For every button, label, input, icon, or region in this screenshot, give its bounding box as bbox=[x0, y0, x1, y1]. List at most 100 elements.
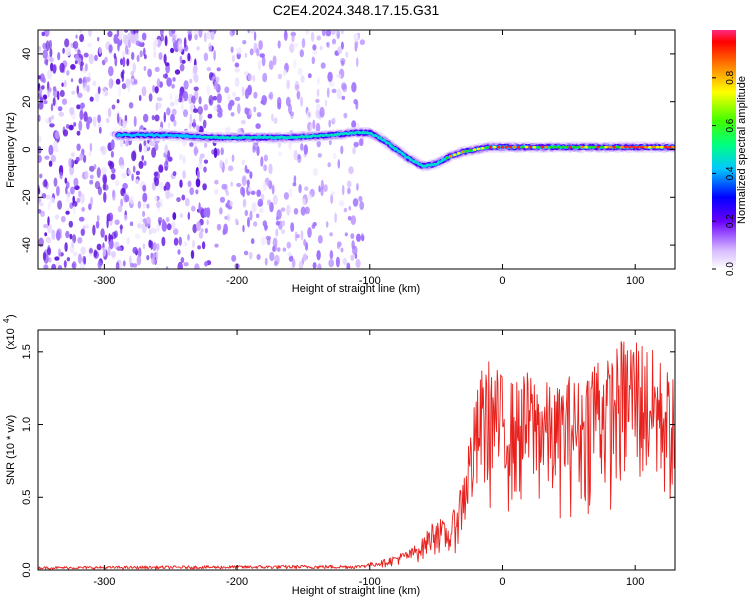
noise-blob bbox=[178, 236, 182, 246]
noise-blob bbox=[330, 194, 334, 204]
noise-blob bbox=[118, 30, 123, 37]
noise-blob bbox=[231, 54, 235, 63]
signal-core bbox=[671, 145, 675, 149]
noise-blob bbox=[196, 46, 200, 51]
noise-blob bbox=[162, 73, 168, 79]
noise-blob bbox=[132, 246, 138, 254]
noise-blob bbox=[307, 73, 312, 79]
noise-blob bbox=[183, 262, 189, 267]
noise-blob bbox=[144, 54, 147, 60]
noise-blob bbox=[343, 207, 348, 213]
noise-blob bbox=[103, 184, 109, 191]
noise-blob bbox=[125, 139, 130, 147]
noise-blob bbox=[94, 54, 98, 62]
noise-blob bbox=[142, 192, 148, 203]
noise-blob bbox=[79, 192, 85, 204]
signal-core bbox=[528, 145, 533, 149]
signal-core bbox=[452, 153, 457, 157]
noise-blob bbox=[41, 31, 46, 37]
noise-blob bbox=[198, 125, 204, 134]
snr-scale-label: (x10 4 ) bbox=[2, 314, 17, 349]
noise-blob bbox=[262, 220, 267, 227]
noise-blob bbox=[179, 63, 185, 72]
noise-blob bbox=[50, 154, 57, 163]
noise-blob bbox=[203, 166, 207, 173]
noise-blob bbox=[340, 30, 344, 35]
noise-blob bbox=[189, 78, 193, 84]
noise-blob bbox=[143, 66, 147, 71]
noise-blob bbox=[312, 119, 316, 130]
noise-blob bbox=[89, 179, 94, 185]
noise-blob bbox=[131, 173, 134, 182]
noise-blob bbox=[291, 31, 295, 43]
noise-blob bbox=[320, 62, 326, 69]
noise-blob bbox=[307, 227, 312, 238]
noise-blob bbox=[260, 100, 265, 105]
noise-blob bbox=[316, 88, 320, 97]
y-tick-label: 1.0 bbox=[21, 417, 33, 432]
noise-blob bbox=[326, 41, 331, 49]
noise-blob bbox=[38, 135, 42, 143]
noise-blob bbox=[107, 30, 113, 38]
noise-blob bbox=[116, 30, 120, 38]
noise-blob bbox=[77, 253, 82, 264]
noise-blob bbox=[288, 103, 292, 115]
noise-blob bbox=[38, 75, 41, 80]
noise-blob bbox=[312, 44, 317, 51]
noise-blob bbox=[289, 43, 295, 54]
noise-blob bbox=[135, 40, 141, 46]
noise-blob bbox=[315, 103, 321, 111]
noise-blob bbox=[280, 207, 286, 212]
noise-blob bbox=[193, 86, 199, 92]
noise-blob bbox=[174, 95, 180, 106]
signal-core bbox=[564, 145, 568, 149]
noise-blob bbox=[38, 237, 44, 248]
noise-blob bbox=[317, 77, 320, 85]
noise-blob bbox=[152, 84, 156, 93]
noise-blob bbox=[174, 69, 181, 75]
noise-blob bbox=[316, 140, 321, 148]
noise-blob bbox=[211, 76, 215, 82]
noise-blob bbox=[135, 179, 140, 184]
noise-blob bbox=[287, 252, 293, 257]
noise-blob bbox=[195, 124, 200, 132]
noise-blob bbox=[143, 139, 147, 147]
noise-blob bbox=[57, 52, 61, 61]
noise-blob bbox=[173, 228, 179, 236]
noise-blob bbox=[302, 198, 306, 206]
signal-core bbox=[389, 144, 393, 148]
noise-blob bbox=[340, 41, 344, 50]
noise-blob bbox=[317, 153, 322, 158]
noise-blob bbox=[139, 50, 143, 58]
x-tick-label: -200 bbox=[226, 576, 248, 588]
noise-blob bbox=[344, 232, 348, 237]
noise-blob bbox=[196, 169, 200, 180]
noise-blob bbox=[350, 233, 355, 240]
spectrogram-y-axis: -40 -20 0 20 40 bbox=[21, 48, 675, 253]
signal-core bbox=[484, 146, 489, 150]
signal-core bbox=[261, 136, 266, 139]
noise-blob bbox=[260, 156, 264, 167]
noise-blob bbox=[348, 166, 354, 175]
signal-core bbox=[218, 136, 222, 139]
noise-blob bbox=[193, 108, 199, 113]
signal-core bbox=[437, 161, 441, 164]
noise-blob bbox=[127, 38, 131, 49]
signal-core bbox=[353, 131, 358, 135]
noise-blob bbox=[255, 123, 261, 129]
noise-blob bbox=[67, 191, 71, 198]
noise-blob bbox=[142, 243, 146, 250]
noise-blob bbox=[70, 78, 74, 83]
noise-blob bbox=[329, 250, 334, 260]
noise-blob bbox=[129, 78, 135, 83]
signal-core bbox=[233, 136, 238, 139]
noise-blob bbox=[71, 240, 75, 249]
noise-blob bbox=[58, 111, 65, 117]
noise-blob bbox=[97, 260, 102, 269]
noise-blob bbox=[234, 77, 240, 87]
noise-blob bbox=[43, 94, 48, 100]
noise-blob bbox=[297, 67, 303, 76]
noise-blob bbox=[197, 162, 203, 170]
noise-blob bbox=[323, 184, 328, 193]
noise-blob bbox=[151, 115, 155, 121]
